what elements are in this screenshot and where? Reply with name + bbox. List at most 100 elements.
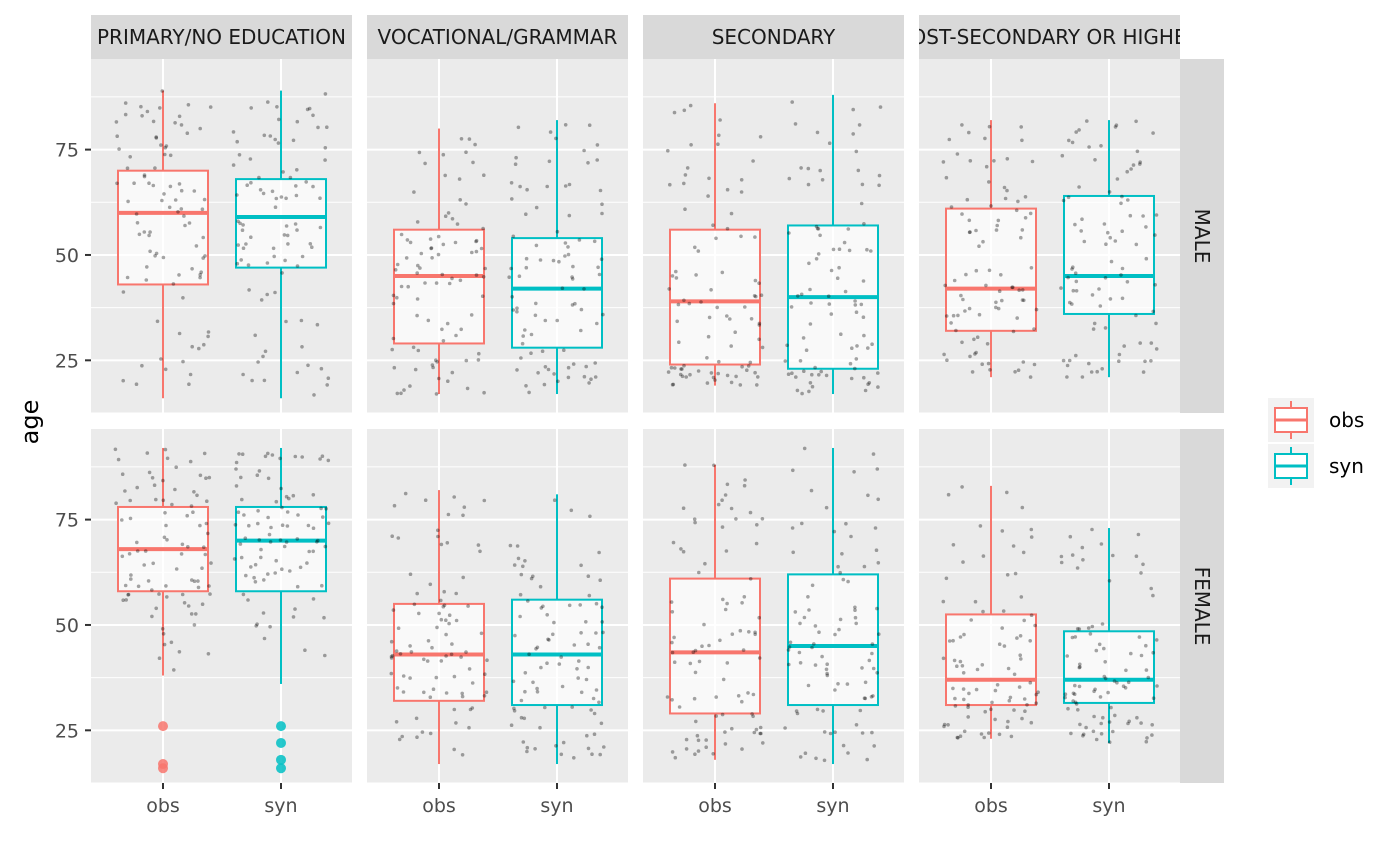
jitter-point [262,133,267,138]
jitter-point [311,549,316,554]
jitter-point [395,262,400,267]
jitter-point [389,671,394,676]
jitter-point [1002,644,1007,648]
jitter-point [294,193,299,198]
panel-female-primary-no-education [91,429,352,784]
jitter-point [836,682,840,686]
jitter-point [545,661,549,665]
jitter-point [1111,729,1115,734]
jitter-point [172,668,176,672]
jitter-point [408,240,413,245]
jitter-point [245,183,249,187]
jitter-point [444,632,448,637]
jitter-point [941,656,946,661]
jitter-point [589,708,593,712]
jitter-point [454,591,459,596]
jitter-point [707,176,711,181]
jitter-point [312,393,316,397]
jitter-point [877,173,882,178]
jitter-point [270,453,275,457]
strip-col-vocational-grammar: VOCATIONAL/GRAMMAR [367,15,628,59]
jitter-point [263,349,268,354]
jitter-point [1030,159,1035,164]
jitter-point [742,483,747,488]
jitter-point [1141,562,1145,567]
jitter-point [1071,288,1076,293]
jitter-point [861,279,866,283]
jitter-point [1127,719,1131,724]
jitter-point [1073,700,1078,705]
jitter-point [738,628,743,633]
jitter-point [415,271,420,275]
jitter-point [572,643,577,647]
jitter-point [984,164,989,169]
jitter-point [294,184,298,188]
jitter-point [757,323,762,327]
jitter-point [974,350,978,355]
jitter-point [182,601,187,605]
jitter-point [482,498,487,503]
jitter-point [680,374,685,379]
jitter-point [703,561,707,566]
jitter-point [1137,635,1142,639]
jitter-point [525,187,529,192]
jitter-point [747,630,751,634]
jitter-point [1065,654,1069,658]
jitter-point [1021,550,1026,555]
jitter-point [600,211,604,216]
jitter-point [866,382,870,387]
jitter-point [755,523,759,527]
jitter-point [1005,573,1010,577]
jitter-point [1019,657,1023,661]
jitter-point [958,734,963,738]
jitter-point [808,381,813,385]
jitter-point [1088,632,1093,636]
jitter-point [515,309,519,314]
jitter-point [148,249,152,254]
y-tick-label: 50 [55,615,79,637]
jitter-point [600,620,604,624]
jitter-point [409,650,414,654]
jitter-point [1073,271,1078,276]
jitter-point [161,255,166,260]
jitter-point [560,286,565,291]
panel-content [390,120,605,396]
jitter-point [1009,734,1014,739]
jitter-point [460,691,465,696]
jitter-point [1060,153,1065,158]
jitter-point [534,301,538,306]
jitter-point [284,224,289,228]
jitter-point [205,499,209,504]
jitter-point [1090,293,1095,297]
jitter-point [755,383,759,387]
jitter-point [761,741,765,745]
boxplot-obs [669,103,761,386]
jitter-points [783,100,883,396]
jitter-point [738,383,743,387]
boxplot-obs [945,485,1037,739]
jitter-point [816,252,821,256]
jitter-point [678,372,683,377]
jitter-point [862,696,867,700]
jitter-point [474,273,479,277]
jitter-point [402,388,406,392]
jitter-point [155,319,160,324]
jitter-point [570,705,574,709]
jitter-point [547,638,551,642]
jitter-point [787,662,791,667]
jitter-point [1023,195,1028,199]
jitter-point [1080,545,1085,550]
jitter-point [814,224,819,229]
jitter-point [439,617,444,622]
strip-row-male: MALE [1180,59,1224,413]
strip-label: SECONDARY [712,25,836,49]
jitter-point [241,372,245,377]
jitter-point [209,561,213,565]
jitter-point [1070,140,1075,145]
jitter-point [436,234,441,239]
jitter-point [575,667,579,671]
jitter-point [794,709,799,713]
jitter-point [179,123,184,127]
jitter-point [1029,720,1034,725]
jitter-point [522,716,527,721]
